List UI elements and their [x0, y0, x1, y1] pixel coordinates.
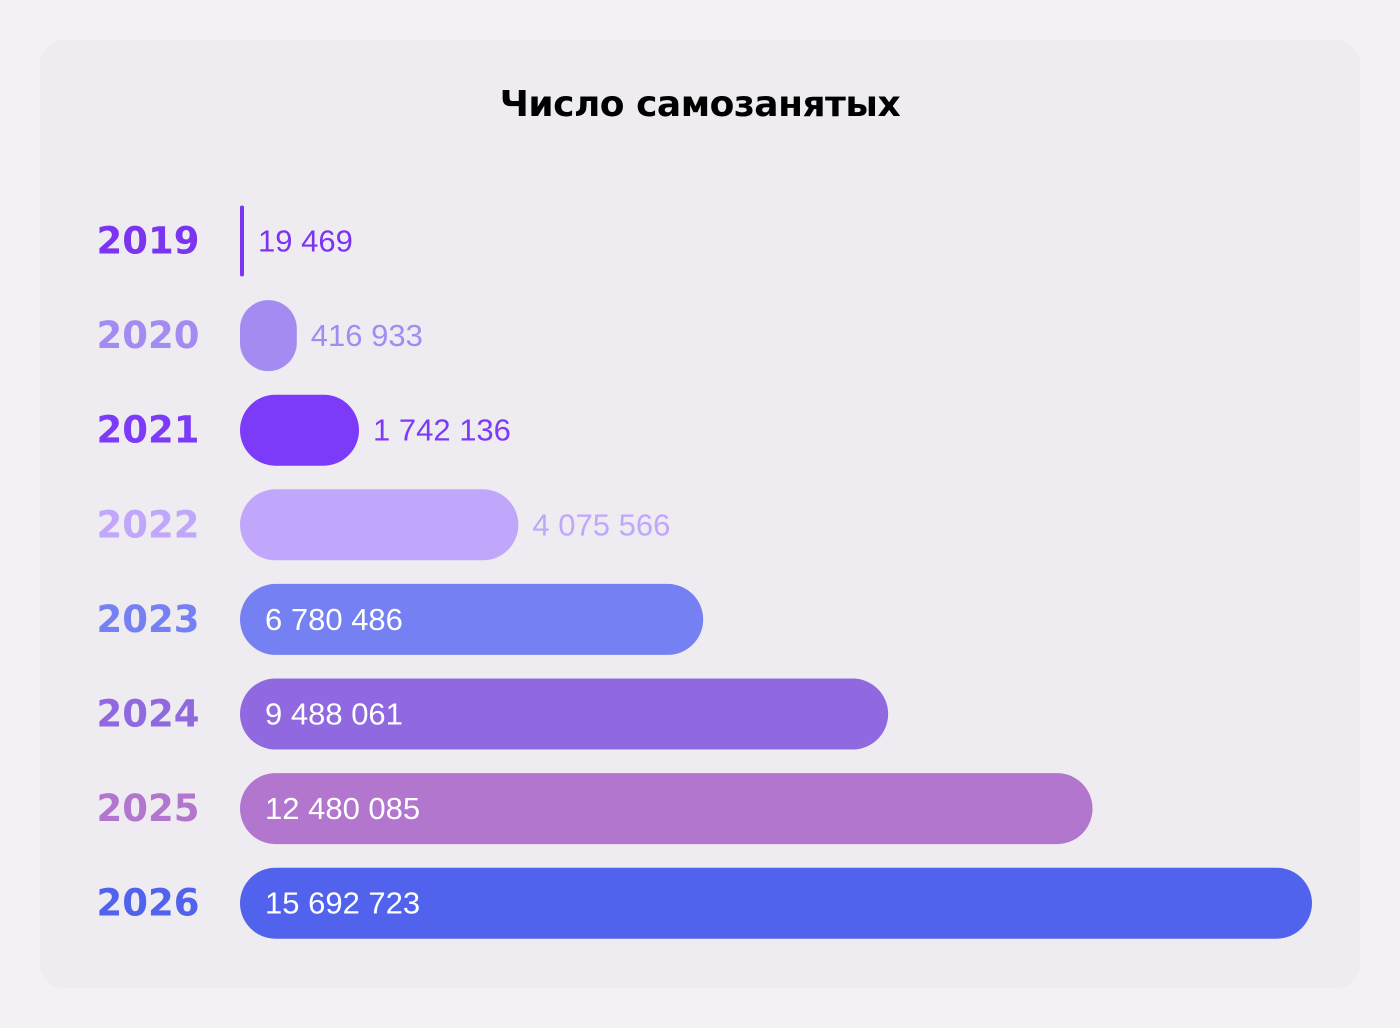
- year-label-2026: 2026: [97, 882, 200, 925]
- bar-2019: [240, 205, 244, 277]
- value-label-2020: 416 933: [311, 318, 423, 353]
- value-label-2024: 9 488 061: [265, 697, 403, 732]
- bar-2021: [240, 394, 360, 466]
- value-label-2021: 1 742 136: [373, 413, 511, 448]
- year-label-2021: 2021: [97, 409, 200, 452]
- year-label-2019: 2019: [97, 220, 200, 263]
- chart-title: Число самозанятых: [499, 84, 901, 125]
- bar-2022: [240, 489, 519, 561]
- year-label-2025: 2025: [97, 787, 200, 830]
- bar-2024: [240, 678, 889, 750]
- value-label-2026: 15 692 723: [265, 886, 420, 921]
- bar-2023: [240, 583, 704, 655]
- bar-2025: [240, 773, 1093, 845]
- value-label-2025: 12 480 085: [265, 791, 420, 826]
- value-label-2023: 6 780 486: [265, 602, 403, 637]
- bar-2020: [240, 300, 297, 372]
- year-label-2024: 2024: [97, 693, 200, 736]
- year-label-2020: 2020: [97, 314, 200, 357]
- bar-2026: [240, 867, 1312, 939]
- year-label-2022: 2022: [97, 503, 200, 546]
- value-label-2022: 4 075 566: [532, 507, 670, 542]
- year-label-2023: 2023: [97, 598, 200, 641]
- value-label-2019: 19 469: [258, 224, 353, 259]
